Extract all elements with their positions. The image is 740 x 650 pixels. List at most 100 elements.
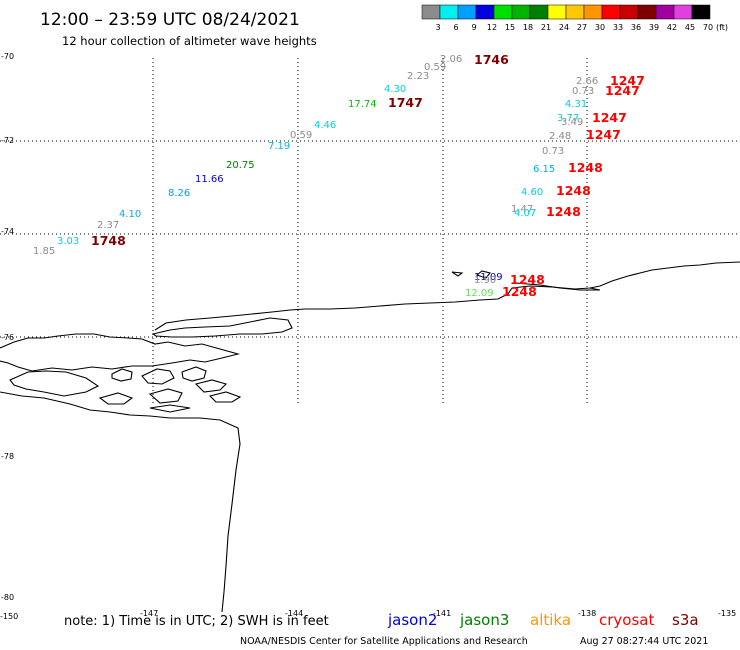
coast-segment [149, 404, 191, 413]
generated-timestamp: Aug 27 08:27:44 UTC 2021 [580, 636, 708, 647]
wave-height-label: 11.66 [195, 174, 224, 185]
scale-value: 3 [435, 23, 440, 32]
wave-height-label: 0.73 [572, 86, 594, 97]
scale-swatch [691, 4, 711, 20]
wave-height-label: 2.06 [440, 54, 462, 65]
pass-time-label: 1247 [605, 83, 640, 98]
pass-time-label: 1247 [610, 73, 645, 88]
wave-height-label: 2.66 [576, 76, 598, 87]
wave-height-label: 3.77 [557, 113, 579, 124]
scale-value: 21 [541, 23, 551, 32]
ice-shelf-edge [154, 261, 740, 331]
wave-height-label: 4.07 [514, 208, 536, 219]
scale-value: 24 [559, 23, 569, 32]
latitude-label: -72 [1, 136, 14, 145]
longitude-label: -138 [578, 609, 596, 618]
scale-value: 30 [595, 23, 605, 32]
scale-value: 6 [453, 23, 458, 32]
scale-swatch [493, 4, 513, 20]
latitude-label: -76 [1, 333, 14, 342]
coast-segment [151, 317, 293, 338]
scale-swatch [673, 4, 693, 20]
wave-height-label: 17.74 [348, 99, 377, 110]
coast-segment [194, 379, 228, 393]
pass-time-label: 1748 [91, 233, 126, 248]
wave-height-label: 4.31 [565, 99, 587, 110]
wave-height-label: 0.73 [542, 146, 564, 157]
scale-value: 42 [667, 23, 677, 32]
scale-swatch [655, 4, 675, 20]
scale-value: 27 [577, 23, 587, 32]
scale-swatch [547, 4, 567, 20]
coast-segment [111, 368, 133, 382]
pass-time-label: 1248 [510, 272, 545, 287]
wave-height-label: 8.26 [168, 188, 190, 199]
pass-time-label: 1247 [592, 110, 627, 125]
scale-unit-label: (ft) [716, 23, 728, 32]
wave-height-label: 1.85 [33, 246, 55, 257]
coast-segment [514, 282, 601, 291]
pass-time-label: 1247 [586, 127, 621, 142]
latitude-label: -80 [1, 593, 14, 602]
scale-swatch [475, 4, 495, 20]
scale-swatch [439, 4, 459, 20]
wave-height-label: 1.90 [474, 275, 496, 286]
wave-height-label: 4.60 [521, 187, 543, 198]
coastline [0, 261, 740, 613]
wave-height-label: 2.37 [97, 220, 119, 231]
coast-segment [141, 368, 175, 385]
graticule [0, 58, 740, 406]
latitude-label: -74 [1, 227, 14, 236]
credit-line: NOAA/NESDIS Center for Satellite Applica… [240, 636, 528, 647]
wave-height-label: 3.49 [561, 117, 583, 128]
longitude-labels: -150 -147 -144 -141 -138 -135 [0, 609, 736, 621]
wave-height-label: 0.59 [290, 130, 312, 141]
wave-height-labels: 1.853.032.374.108.2611.6620.757.190.594.… [33, 54, 598, 299]
color-scale-legend: 3 6 9 12 15 18 21 24 27 30 33 36 39 42 45 70 [421, 4, 713, 32]
wave-height-label: 4.46 [314, 120, 336, 131]
longitude-label: -144 [285, 609, 303, 618]
scale-value: 33 [613, 23, 623, 32]
scale-value: 9 [471, 23, 476, 32]
scale-swatch [601, 4, 621, 20]
scale-value: 39 [649, 23, 659, 32]
scale-swatch [421, 4, 441, 20]
wave-height-label: 1.47 [511, 204, 533, 215]
wave-height-label: 4.30 [384, 84, 406, 95]
longitude-label: -141 [433, 609, 451, 618]
coast-segment [181, 366, 207, 382]
wave-height-label: 2.48 [549, 131, 571, 142]
satellite-label: altika [530, 611, 571, 629]
scale-swatch [565, 4, 585, 20]
scale-swatch [619, 4, 639, 20]
wave-height-label: 0.59 [424, 62, 446, 73]
scale-swatch [583, 4, 603, 20]
wave-height-label: 7.19 [268, 141, 290, 152]
longitude-label: -147 [140, 609, 158, 618]
coast-segment [98, 392, 134, 405]
coast-segment [208, 391, 242, 403]
coast-segment [451, 271, 464, 277]
satellite-legend: jason2 jason3 altika cryosat s3a [387, 611, 699, 629]
satellite-label: cryosat [599, 611, 654, 629]
longitude-label: -150 [0, 612, 18, 621]
satellite-label: s3a [672, 611, 699, 629]
scale-value: 15 [505, 23, 515, 32]
coast-segment [0, 333, 241, 372]
satellite-label: jason3 [459, 611, 509, 629]
coast-segment [475, 270, 491, 279]
scale-swatch [529, 4, 549, 20]
units-note: note: 1) Time is in UTC; 2) SWH is in fe… [64, 614, 329, 629]
pass-time-label: 1248 [546, 204, 581, 219]
scale-swatch [637, 4, 657, 20]
pass-time-label: 1248 [556, 183, 591, 198]
pass-time-label: 1248 [502, 284, 537, 299]
pass-time-label: 1747 [388, 95, 423, 110]
pass-time-label: 1746 [474, 52, 509, 67]
satellite-label: jason2 [387, 611, 437, 629]
map-title: 12:00 – 23:59 UTC 08/24/2021 [40, 10, 300, 30]
latitude-labels: -70 -72 -74 -76 -78 -80 [1, 52, 14, 602]
latitude-label: -70 [1, 52, 14, 61]
